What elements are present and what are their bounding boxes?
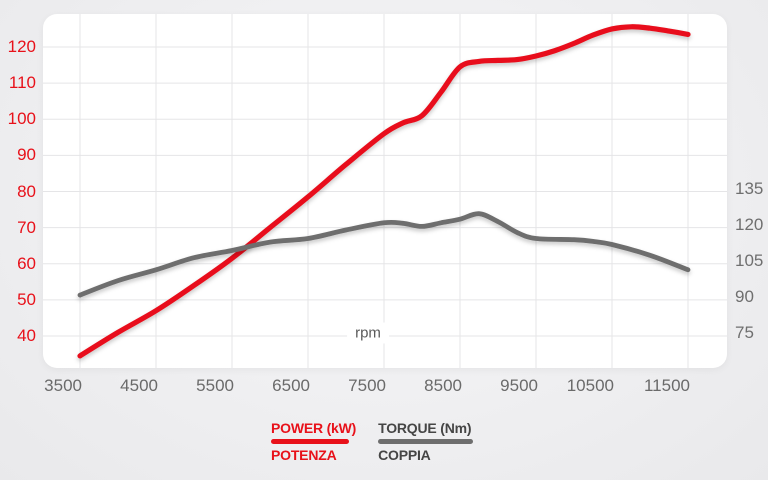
torque-curve xyxy=(77,211,691,298)
left-axis-tick-label: 120 xyxy=(7,37,36,56)
x-axis-title: rpm xyxy=(347,322,389,344)
torque-legend-label: TORQUE (Nm) xyxy=(378,420,472,436)
x-axis-tick-label: 11500 xyxy=(643,376,690,395)
left-axis-tick-label: 70 xyxy=(17,217,36,237)
right-axis-tick-label: 135 xyxy=(735,178,764,198)
torque-legend-swatch xyxy=(378,439,474,444)
right-axis-tick-label: 75 xyxy=(735,323,754,342)
left-axis-tick-label: 60 xyxy=(17,253,36,273)
right-axis-tick-label: 105 xyxy=(735,250,764,270)
x-axis-tick-label: 8500 xyxy=(424,376,462,395)
left-axis-tick-label: 110 xyxy=(8,73,36,93)
x-axis-tick-label: 4500 xyxy=(120,376,158,395)
power-legend-sublabel: POTENZA xyxy=(271,446,337,463)
right-axis-tick-label: 120 xyxy=(735,214,764,234)
left-axis-tick-label: 100 xyxy=(7,109,36,129)
x-axis-tick-label: 3500 xyxy=(44,376,82,395)
x-axis-tick-label: 6500 xyxy=(272,376,310,395)
left-axis-tick-label: 80 xyxy=(17,181,36,201)
torque-legend-sublabel: COPPIA xyxy=(378,446,431,463)
x-axis-tick-label: 5500 xyxy=(196,376,234,395)
legend: POWER (kW) POTENZA TORQUE (Nm) COPPIA xyxy=(271,420,474,463)
power-curve xyxy=(77,24,691,359)
left-axis-tick-label: 90 xyxy=(17,145,36,165)
left-axis-tick-label: 40 xyxy=(17,326,36,345)
x-axis-tick-label: 10500 xyxy=(566,376,614,395)
gridlines xyxy=(43,14,727,368)
right-axis-tick-label: 90 xyxy=(735,286,754,306)
power-legend-label: POWER (kW) xyxy=(271,420,357,436)
left-axis-tick-label: 50 xyxy=(17,289,36,309)
legend-item-power: POWER (kW) POTENZA xyxy=(271,421,356,463)
x-axis-tick-label: 9500 xyxy=(500,376,538,395)
legend-item-torque: TORQUE (Nm) COPPIA xyxy=(378,420,474,463)
x-axis-tick-label: 7500 xyxy=(348,376,386,395)
power-legend-swatch xyxy=(271,439,349,444)
